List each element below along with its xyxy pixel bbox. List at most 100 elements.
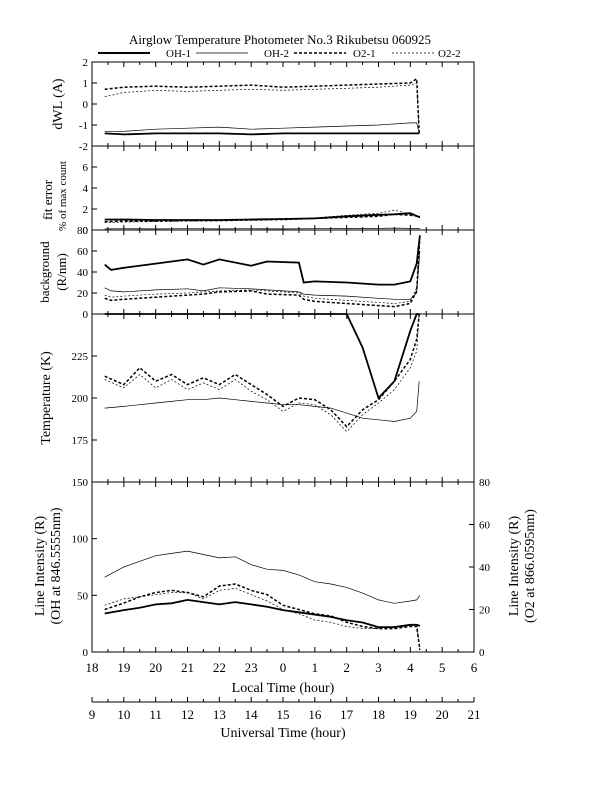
int-y2tick-label: 60 bbox=[479, 520, 491, 532]
panel-bg-frame bbox=[91, 229, 475, 315]
series-o2-2 bbox=[104, 313, 420, 433]
temp-ytick-label: 200 bbox=[72, 393, 89, 405]
panel-int-ticks: 0 50 100 150 0 20 40 60 80 bbox=[72, 477, 491, 659]
series-o2-2 bbox=[104, 82, 420, 134]
series-o2-2 bbox=[104, 587, 421, 650]
dwl-ytick-label: 2 bbox=[83, 57, 89, 69]
fit-ytick-label: 4 bbox=[83, 183, 89, 195]
series-oh-2 bbox=[104, 381, 420, 422]
bg-ytick-label: 0 bbox=[83, 309, 89, 321]
x-ut-tick-label: 10 bbox=[117, 707, 130, 722]
x-local-tick-label: 1 bbox=[312, 660, 319, 675]
x-local-tick-label: 22 bbox=[213, 660, 226, 675]
series-oh-1 bbox=[104, 598, 421, 628]
bg-ytick-label: 80 bbox=[77, 225, 89, 237]
panel-bg-ylabel2: (R/nm) bbox=[54, 253, 69, 291]
panel-dwl-ticks: -2 -1 0 1 2 bbox=[79, 57, 475, 153]
temp-ytick-label: 225 bbox=[72, 351, 89, 363]
panel-temp: 175 200 225 Temperature (K) bbox=[39, 313, 475, 483]
panel-fit-frame bbox=[91, 145, 475, 231]
x-local-tick-label: 5 bbox=[439, 660, 446, 675]
series-o2-1 bbox=[104, 213, 420, 223]
panel-int: 0 50 100 150 0 20 40 60 80 Line Intensity (R) (O… bbox=[33, 477, 538, 659]
panel-fit-ylabel2: % of max count bbox=[57, 161, 69, 231]
int-ytick-label: 50 bbox=[77, 590, 89, 602]
int-ytick-label: 150 bbox=[72, 477, 89, 489]
panel-temp-ylabel: Temperature (K) bbox=[39, 351, 54, 445]
x-local-tick-label: 0 bbox=[280, 660, 287, 675]
series-oh-2 bbox=[104, 250, 421, 300]
x-local-tick-label: 19 bbox=[117, 660, 130, 675]
dwl-ytick-label: 1 bbox=[83, 78, 89, 90]
x-axis-local: 18 19 20 21 22 23 0 1 2 3 4 5 6 bbox=[86, 660, 478, 675]
fit-ytick-label: 0 bbox=[83, 225, 89, 237]
int-y2tick-label: 80 bbox=[479, 477, 491, 489]
legend-label-o21: O2-1 bbox=[353, 48, 376, 60]
x-local-tick-label: 6 bbox=[471, 660, 478, 675]
panel-int-y2label: Line Intensity (R) bbox=[507, 516, 522, 617]
panel-bg: 0 20 40 60 80 background (R/nm) bbox=[37, 225, 475, 321]
panel-dwl: -2 -1 0 1 2 dWL (A) bbox=[51, 57, 475, 153]
panel-fit-ticks: 0 2 4 6 bbox=[83, 146, 475, 237]
x-local-tick-label: 3 bbox=[375, 660, 382, 675]
legend: OH-1 OH-2 O2-1 O2-2 bbox=[98, 48, 461, 60]
int-ytick-label: 0 bbox=[83, 647, 89, 659]
panel-dwl-ylabel: dWL (A) bbox=[51, 78, 66, 130]
int-y2tick-label: 20 bbox=[479, 605, 491, 617]
int-ytick-label: 100 bbox=[72, 534, 89, 546]
x-axis-ut-label: Universal Time (hour) bbox=[220, 726, 346, 741]
x-local-tick-label: 20 bbox=[149, 660, 162, 675]
panel-temp-lines bbox=[104, 313, 420, 433]
series-o2-1 bbox=[104, 235, 421, 308]
dwl-ytick-label: 0 bbox=[83, 99, 89, 111]
series-o2-1 bbox=[104, 583, 421, 651]
panel-temp-ticks: 175 200 225 bbox=[72, 314, 475, 482]
dwl-ytick-label: -2 bbox=[79, 141, 88, 153]
series-oh-1 bbox=[104, 313, 420, 400]
bg-ytick-label: 60 bbox=[77, 246, 89, 258]
x-axis-ut: 9 10 11 12 13 14 15 16 17 18 19 20 21 bbox=[89, 697, 481, 722]
x-local-tick-label: 4 bbox=[407, 660, 414, 675]
series-oh-2 bbox=[104, 550, 421, 604]
legend-label-oh2: OH-2 bbox=[264, 48, 289, 60]
x-ut-tick-label: 12 bbox=[181, 707, 194, 722]
int-y2tick-label: 40 bbox=[479, 562, 491, 574]
legend-label-oh1: OH-1 bbox=[166, 48, 191, 60]
series-oh-1 bbox=[104, 235, 421, 286]
bg-ytick-label: 20 bbox=[77, 288, 89, 300]
x-ut-tick-label: 11 bbox=[149, 707, 162, 722]
panel-int-ylabel2: (OH at 846.5555nm) bbox=[49, 507, 64, 624]
panel-bg-lines bbox=[104, 235, 421, 308]
panel-bg-ylabel: background bbox=[37, 241, 52, 303]
x-ut-tick-label: 16 bbox=[308, 707, 322, 722]
panel-fit-ylabel: fit error bbox=[40, 179, 55, 220]
int-y2tick-label: 0 bbox=[479, 647, 485, 659]
x-axis-local-label: Local Time (hour) bbox=[232, 681, 335, 696]
panel-int-ylabel: Line Intensity (R) bbox=[33, 516, 48, 617]
panel-fit-lines bbox=[104, 209, 421, 230]
series-oh-1 bbox=[104, 132, 420, 136]
x-ut-tick-label: 19 bbox=[404, 707, 417, 722]
series-oh-2 bbox=[104, 122, 420, 134]
x-ut-tick-label: 21 bbox=[468, 707, 481, 722]
series-o2-1 bbox=[104, 313, 420, 428]
x-ut-tick-label: 17 bbox=[340, 707, 354, 722]
chart-title: Airglow Temperature Photometer No.3 Riku… bbox=[129, 32, 431, 47]
x-ut-tick-label: 13 bbox=[213, 707, 226, 722]
series-oh-2 bbox=[104, 227, 420, 230]
x-ut-tick-label: 18 bbox=[372, 707, 385, 722]
x-ut-tick-label: 20 bbox=[436, 707, 449, 722]
x-local-tick-label: 21 bbox=[181, 660, 194, 675]
series-o2-2 bbox=[104, 235, 421, 304]
x-local-tick-label: 2 bbox=[343, 660, 350, 675]
panel-int-y2label2: (O2 at 866.0595nm) bbox=[523, 509, 538, 623]
panel-int-lines bbox=[104, 550, 421, 651]
panel-fit: 0 2 4 6 fit error % of max count bbox=[40, 145, 475, 237]
x-local-tick-label: 23 bbox=[245, 660, 258, 675]
x-ut-tick-label: 9 bbox=[89, 707, 96, 722]
bg-ytick-label: 40 bbox=[77, 267, 89, 279]
x-ut-tick-label: 14 bbox=[245, 707, 259, 722]
fit-ytick-label: 2 bbox=[83, 204, 89, 216]
series-o2-1 bbox=[104, 77, 420, 134]
